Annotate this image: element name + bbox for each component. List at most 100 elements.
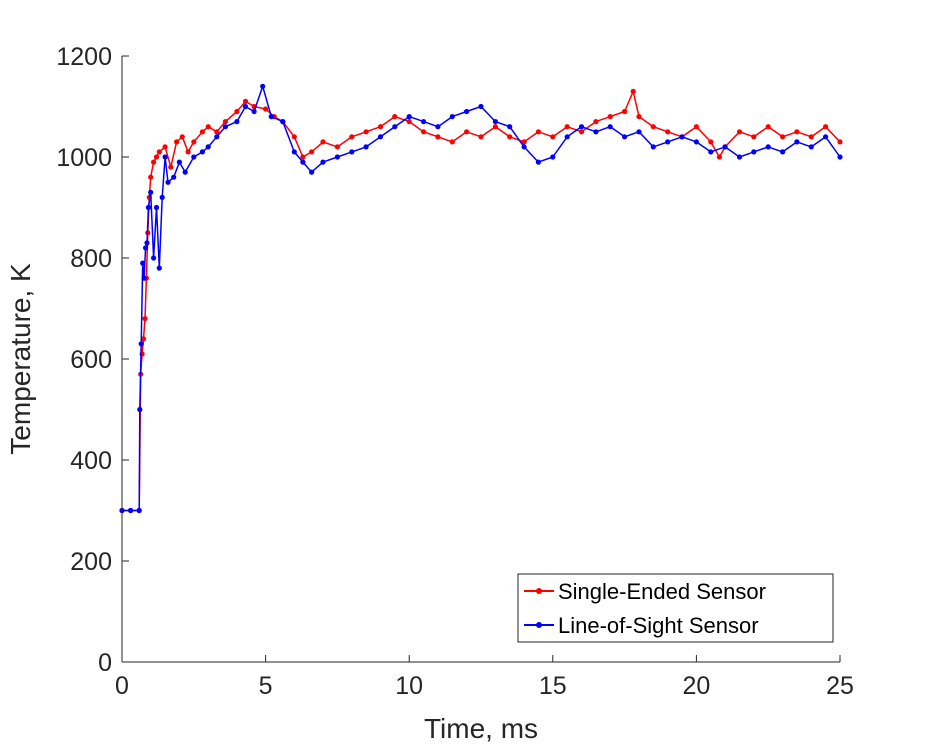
data-point: [449, 139, 455, 145]
data-point: [145, 204, 151, 211]
legend-marker-line-of-sight: [536, 622, 542, 628]
x-tick-label: 20: [682, 672, 710, 700]
data-point: [492, 124, 498, 130]
data-point: [435, 124, 441, 130]
x-tick-label: 5: [259, 672, 273, 700]
data-point: [309, 149, 315, 155]
data-point: [309, 169, 315, 175]
data-point: [607, 124, 613, 130]
data-point: [142, 316, 148, 322]
data-point: [363, 129, 369, 135]
data-point: [478, 103, 484, 110]
data-point: [392, 114, 398, 120]
data-point: [636, 129, 642, 135]
data-point: [291, 149, 297, 155]
data-point: [593, 119, 599, 125]
data-point: [191, 154, 197, 160]
x-axis-label: Time, ms: [424, 713, 538, 744]
data-point: [148, 189, 154, 195]
y-ticks: 0 200 400 600 800 1000 1200: [56, 43, 129, 677]
data-point: [320, 159, 326, 165]
data-point: [291, 134, 297, 140]
data-point: [222, 124, 228, 130]
y-tick-label: 600: [70, 346, 112, 374]
data-point: [136, 507, 142, 514]
data-point: [165, 179, 171, 185]
data-point: [140, 260, 146, 266]
y-tick-label: 400: [70, 447, 112, 475]
data-point: [578, 129, 585, 135]
data-point: [693, 139, 700, 145]
data-point: [837, 139, 843, 145]
data-point: [349, 149, 355, 155]
data-point: [156, 149, 162, 155]
data-point: [550, 154, 556, 160]
data-point: [808, 144, 814, 150]
data-point: [521, 144, 527, 150]
data-point: [421, 129, 427, 135]
data-point: [780, 134, 786, 140]
data-point: [234, 119, 240, 125]
data-point: [263, 106, 269, 112]
data-point: [564, 124, 570, 130]
data-point: [182, 169, 188, 175]
data-point: [406, 114, 412, 120]
data-point: [794, 139, 800, 145]
data-point: [191, 139, 197, 145]
x-tick-label: 25: [826, 672, 854, 700]
data-point: [377, 134, 384, 140]
legend-box: [517, 573, 834, 643]
data-point: [593, 129, 599, 135]
x-tick-label: 10: [395, 672, 423, 700]
data-point: [148, 174, 154, 180]
data-point: [140, 336, 147, 342]
data-point: [521, 139, 527, 145]
data-point: [794, 129, 800, 135]
data-point: [153, 204, 160, 211]
data-point: [320, 139, 326, 145]
data-point: [622, 108, 628, 115]
data-point: [622, 134, 628, 140]
data-point: [708, 139, 714, 145]
data-point: [137, 406, 143, 413]
data-point: [464, 108, 470, 115]
data-point: [736, 154, 743, 160]
data-point: [143, 245, 149, 251]
legend-label-line-of-sight: Line-of-Sight Sensor: [558, 613, 759, 638]
data-point: [205, 124, 211, 130]
data-point: [392, 124, 398, 130]
x-tick-label: 0: [115, 672, 129, 700]
data-point: [751, 134, 757, 140]
data-point: [650, 144, 656, 150]
data-point: [693, 124, 700, 130]
y-axis-label: Temperature, K: [5, 263, 36, 455]
data-point: [280, 119, 286, 125]
x-tick-label: 15: [539, 672, 567, 700]
data-point: [679, 134, 685, 140]
data-point: [377, 124, 384, 130]
data-point: [153, 154, 160, 160]
data-point: [808, 134, 814, 140]
data-point: [174, 139, 180, 145]
legend-marker-single-ended: [536, 588, 542, 594]
data-point: [478, 134, 484, 140]
data-point: [171, 174, 177, 180]
data-point: [128, 507, 134, 514]
data-point: [578, 124, 585, 130]
data-point: [334, 144, 340, 150]
data-point: [535, 159, 542, 165]
data-point: [199, 129, 205, 135]
data-point: [550, 134, 556, 140]
data-point: [151, 255, 157, 261]
data-point: [349, 134, 355, 140]
data-point: [363, 144, 369, 150]
y-tick-label: 200: [70, 548, 112, 576]
data-point: [300, 159, 306, 165]
data-point: [156, 265, 162, 271]
data-point: [138, 341, 144, 347]
data-point: [159, 194, 165, 200]
data-point: [406, 119, 412, 125]
data-point: [535, 129, 542, 135]
data-point: [507, 124, 513, 130]
data-point: [449, 114, 455, 120]
